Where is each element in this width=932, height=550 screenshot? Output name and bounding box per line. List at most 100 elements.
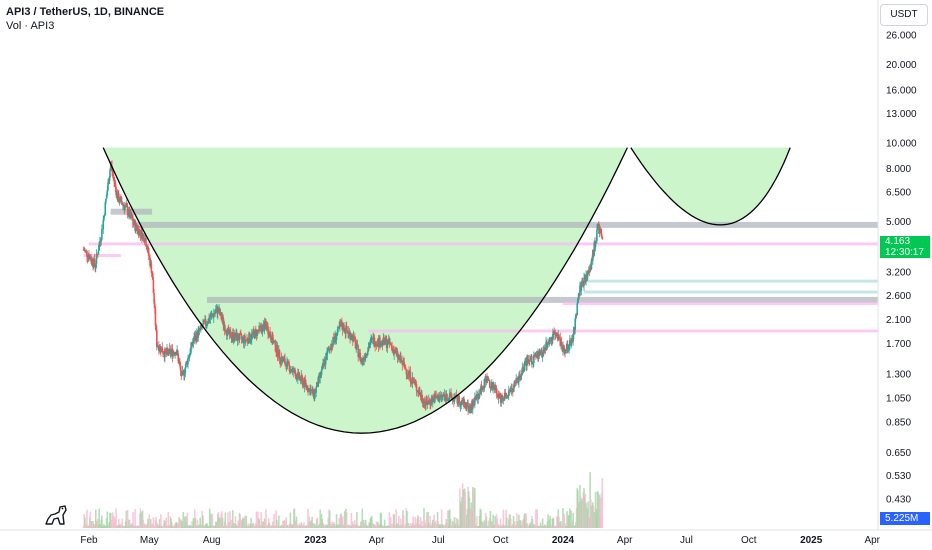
- candle-body: [495, 386, 497, 389]
- volume-bar: [94, 509, 97, 528]
- volume-bar: [130, 523, 133, 528]
- handle-curve: [630, 147, 791, 226]
- candle-body: [598, 223, 600, 234]
- volume-bar: [106, 511, 109, 528]
- candle-body: [309, 389, 312, 395]
- candle-body: [271, 334, 274, 344]
- time-tick: Oct: [493, 535, 509, 546]
- candle-body: [286, 361, 288, 370]
- candle-body: [181, 373, 183, 376]
- candle-body: [531, 363, 534, 365]
- candle-body: [577, 293, 580, 299]
- candle-body: [152, 279, 155, 293]
- volume-bar: [328, 510, 331, 528]
- volume-bar: [95, 521, 98, 528]
- candle-body: [373, 337, 376, 346]
- candle-body: [483, 379, 486, 389]
- candle-body: [124, 206, 126, 210]
- volume-bar: [183, 516, 186, 528]
- candle-body: [168, 348, 171, 350]
- candle-body: [212, 313, 215, 318]
- candle-body: [421, 400, 424, 403]
- candle-body: [180, 370, 183, 376]
- candle-body: [415, 383, 417, 385]
- candle-body: [467, 409, 470, 411]
- volume-bar: [425, 512, 428, 528]
- candle-body: [465, 405, 468, 408]
- time-tick: Apr: [369, 535, 385, 546]
- candle-body: [132, 219, 134, 224]
- candle-body: [94, 264, 97, 268]
- level-3: [584, 290, 878, 294]
- volume-bar: [234, 516, 237, 528]
- volume-bar: [525, 513, 528, 528]
- volume-bar: [191, 521, 193, 528]
- candle-body: [138, 229, 140, 236]
- candle-body: [447, 398, 450, 401]
- candle-body: [596, 224, 599, 230]
- volume-bar: [322, 523, 325, 528]
- candle-body: [214, 312, 216, 314]
- candle-body: [515, 378, 518, 384]
- candle-body: [105, 198, 107, 203]
- candle-body: [229, 331, 232, 338]
- candle-body: [100, 239, 103, 242]
- volume-bar: [289, 512, 292, 528]
- level-1: [89, 242, 878, 246]
- volume-bar: [572, 512, 574, 528]
- price-tick: 20.000: [886, 60, 917, 71]
- bar-countdown: 12:30:17: [885, 247, 924, 259]
- time-tick: Oct: [741, 535, 757, 546]
- candle-body: [139, 229, 141, 233]
- candle-body: [264, 321, 267, 325]
- volume-bar: [514, 521, 516, 528]
- candle-body: [124, 205, 127, 207]
- candle-body: [375, 343, 378, 345]
- candle-body: [158, 346, 160, 352]
- volume-legend: Vol · API3: [6, 20, 55, 32]
- candle-body: [594, 240, 597, 248]
- volume-bar: [505, 517, 508, 528]
- candle-body: [314, 391, 316, 399]
- volume-bar: [341, 516, 344, 528]
- candle-body: [181, 371, 184, 374]
- time-tick: Feb: [80, 535, 98, 546]
- currency-button[interactable]: USDT: [880, 4, 928, 26]
- candle-body: [143, 241, 146, 243]
- candle-body: [101, 229, 103, 240]
- candle-body: [482, 387, 484, 389]
- candle-body: [272, 341, 275, 344]
- candle-body: [478, 397, 480, 399]
- volume-bar: [487, 520, 490, 528]
- volume-bar: [273, 513, 275, 528]
- candle-body: [201, 326, 204, 328]
- candle-body: [588, 271, 591, 273]
- tradingview-dino-icon[interactable]: [44, 504, 72, 526]
- candle-body: [467, 402, 469, 410]
- volume-bar: [278, 515, 280, 528]
- candle-body: [93, 258, 96, 265]
- candle-body: [222, 317, 225, 326]
- candle-body: [251, 333, 254, 335]
- candle-body: [469, 406, 471, 410]
- candle-body: [458, 395, 461, 403]
- candle-body: [250, 339, 252, 341]
- volume-bar: [101, 515, 103, 528]
- volume-bar: [333, 523, 336, 528]
- candle-body: [118, 201, 121, 203]
- candle-body: [434, 394, 436, 402]
- candle-body: [206, 324, 208, 325]
- candle-body: [108, 177, 111, 184]
- candle-body: [390, 344, 393, 347]
- time-tick: Jul: [432, 535, 445, 546]
- candle-body: [364, 357, 366, 361]
- volume-bar: [599, 497, 602, 528]
- volume-bar: [398, 515, 400, 528]
- candle-body: [441, 396, 444, 398]
- candle-body: [409, 371, 412, 382]
- current-price-tag: 4.163 12:30:17: [880, 236, 930, 259]
- candle-body: [330, 343, 333, 350]
- price-tick: 1.050: [886, 394, 911, 405]
